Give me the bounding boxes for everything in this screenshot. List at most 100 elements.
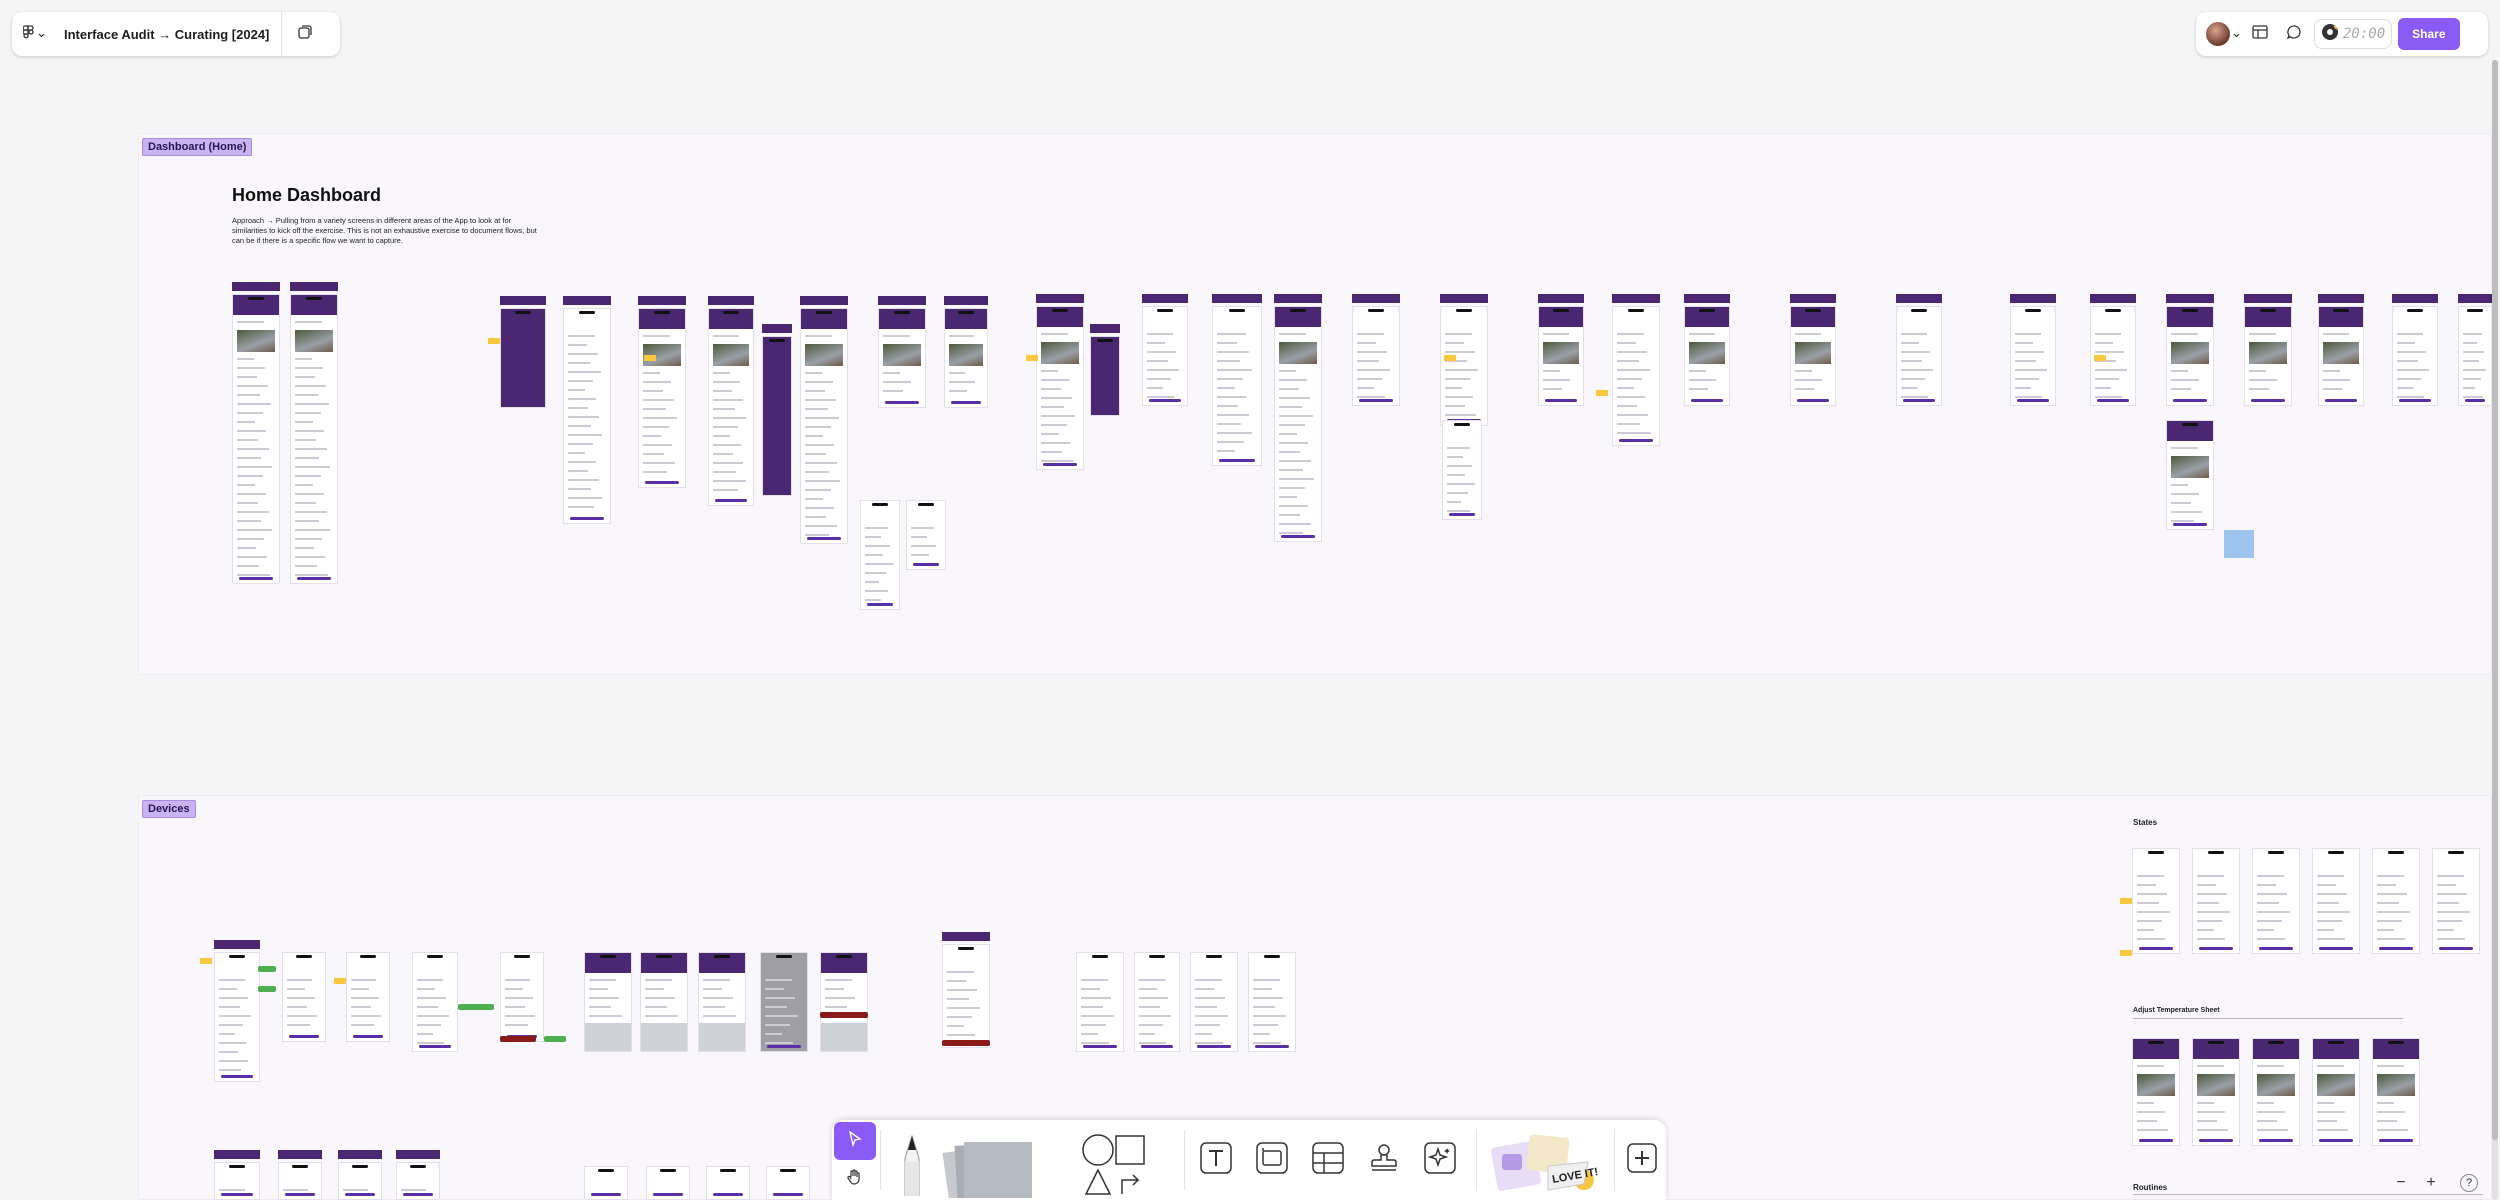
frame-label[interactable] <box>800 296 848 305</box>
frame-label[interactable] <box>1274 294 1322 303</box>
ai-tool-button[interactable] <box>1420 1140 1460 1180</box>
screen-thumbnail[interactable] <box>860 500 900 610</box>
frame-label[interactable] <box>1684 294 1730 303</box>
screen-thumbnail[interactable] <box>2312 848 2360 954</box>
frame-label[interactable] <box>563 296 611 305</box>
screen-thumbnail[interactable] <box>2192 848 2240 954</box>
pages-panel-button[interactable] <box>282 12 328 56</box>
screen-thumbnail[interactable] <box>706 1166 750 1200</box>
frame-label[interactable] <box>942 932 990 941</box>
screen-thumbnail[interactable] <box>1036 306 1084 470</box>
section-tool-button[interactable] <box>1252 1140 1292 1180</box>
frame-label[interactable] <box>290 282 338 291</box>
share-button[interactable]: Share <box>2398 18 2460 50</box>
frame-label[interactable] <box>2318 294 2364 303</box>
screen-thumbnail[interactable] <box>2432 848 2480 954</box>
screen-thumbnail[interactable] <box>412 952 458 1052</box>
text-tool-button[interactable] <box>1196 1140 1236 1180</box>
pen-tool-button[interactable] <box>894 1133 930 1198</box>
sticky-note-stack-button[interactable] <box>940 1138 1036 1200</box>
screen-thumbnail[interactable] <box>290 294 338 584</box>
screen-thumbnail[interactable] <box>698 952 746 1052</box>
frame-label[interactable] <box>500 296 546 305</box>
screen-thumbnail[interactable] <box>1442 420 1482 520</box>
screen-thumbnail[interactable] <box>638 308 686 488</box>
sticky-note[interactable] <box>1596 390 1608 396</box>
screen-thumbnail[interactable] <box>646 1166 690 1200</box>
screen-thumbnail[interactable] <box>396 1162 440 1200</box>
screen-thumbnail[interactable] <box>584 1166 628 1200</box>
frame-label[interactable] <box>1612 294 1660 303</box>
screen-thumbnail[interactable] <box>2166 306 2214 406</box>
sticky-note[interactable] <box>2120 898 2132 904</box>
frame-label[interactable] <box>278 1150 322 1159</box>
screen-thumbnail[interactable] <box>2318 306 2364 406</box>
screen-thumbnail[interactable] <box>1790 306 1836 406</box>
timer-button[interactable]: 20:00 <box>2314 19 2393 49</box>
screen-thumbnail[interactable] <box>2132 1038 2180 1146</box>
frame-label[interactable] <box>2392 294 2438 303</box>
file-title[interactable]: Interface Audit → Curating [2024] <box>64 26 270 42</box>
screen-thumbnail[interactable] <box>500 308 546 408</box>
frame-label[interactable] <box>2010 294 2056 303</box>
hand-tool-button[interactable] <box>834 1162 876 1196</box>
screen-thumbnail[interactable] <box>2252 1038 2300 1146</box>
stamp-tool-button[interactable] <box>1364 1140 1404 1180</box>
sticky-note[interactable] <box>644 355 656 361</box>
devices-section-tag[interactable]: Devices <box>142 800 196 818</box>
screen-thumbnail[interactable] <box>766 1166 810 1200</box>
screen-thumbnail[interactable] <box>2166 420 2214 530</box>
frame-label[interactable] <box>232 282 280 291</box>
frame-label[interactable] <box>1896 294 1942 303</box>
screen-thumbnail[interactable] <box>640 952 688 1052</box>
screen-thumbnail[interactable] <box>760 952 808 1052</box>
screen-thumbnail[interactable] <box>2244 306 2292 406</box>
frame-label[interactable] <box>338 1150 382 1159</box>
screen-thumbnail[interactable] <box>282 952 326 1042</box>
frame-label[interactable] <box>2166 294 2214 303</box>
screen-thumbnail[interactable] <box>800 308 848 544</box>
help-button[interactable]: ? <box>2460 1174 2478 1192</box>
stickers-button[interactable]: LOVE IT! <box>1488 1133 1604 1198</box>
screen-thumbnail[interactable] <box>944 308 988 408</box>
screen-thumbnail[interactable] <box>232 294 280 584</box>
sticky-note[interactable] <box>488 338 500 344</box>
frame-label[interactable] <box>708 296 754 305</box>
screen-thumbnail[interactable] <box>338 1162 382 1200</box>
screen-thumbnail[interactable] <box>1274 306 1322 542</box>
screen-thumbnail[interactable] <box>2372 1038 2420 1146</box>
frame-label[interactable] <box>944 296 988 305</box>
table-tool-button[interactable] <box>1308 1140 1348 1180</box>
multiplayer-avatar-button[interactable] <box>2202 22 2240 46</box>
screen-thumbnail[interactable] <box>2010 306 2056 406</box>
sticky-note[interactable] <box>1444 355 1456 361</box>
screen-thumbnail[interactable] <box>942 944 990 1048</box>
screen-thumbnail[interactable] <box>762 336 792 496</box>
screen-thumbnail[interactable] <box>563 308 611 524</box>
frame-label[interactable] <box>214 940 260 949</box>
screen-thumbnail[interactable] <box>878 308 926 408</box>
zoom-in-button[interactable]: + <box>2426 1174 2436 1191</box>
screen-thumbnail[interactable] <box>2458 306 2492 406</box>
frame-label[interactable] <box>762 324 792 333</box>
screen-thumbnail[interactable] <box>1684 306 1730 406</box>
screen-thumbnail[interactable] <box>906 500 946 570</box>
frame-label[interactable] <box>1142 294 1188 303</box>
screen-thumbnail[interactable] <box>1248 952 1296 1052</box>
frame-label[interactable] <box>214 1150 260 1159</box>
vertical-scrollbar[interactable] <box>2492 60 2498 1200</box>
screen-thumbnail[interactable] <box>1142 306 1188 406</box>
screen-thumbnail[interactable] <box>820 952 868 1052</box>
screen-thumbnail[interactable] <box>278 1162 322 1200</box>
screen-thumbnail[interactable] <box>1090 336 1120 416</box>
sticky-note[interactable] <box>334 978 346 984</box>
screen-thumbnail[interactable] <box>2252 848 2300 954</box>
screen-thumbnail[interactable] <box>2312 1038 2360 1146</box>
screen-thumbnail[interactable] <box>1440 306 1488 426</box>
frame-label[interactable] <box>396 1150 440 1159</box>
comment-button[interactable] <box>2280 20 2308 48</box>
frame-label[interactable] <box>2244 294 2292 303</box>
screen-thumbnail[interactable] <box>1134 952 1180 1052</box>
screen-thumbnail[interactable] <box>500 952 544 1042</box>
shape-tool-button[interactable] <box>1080 1133 1150 1198</box>
